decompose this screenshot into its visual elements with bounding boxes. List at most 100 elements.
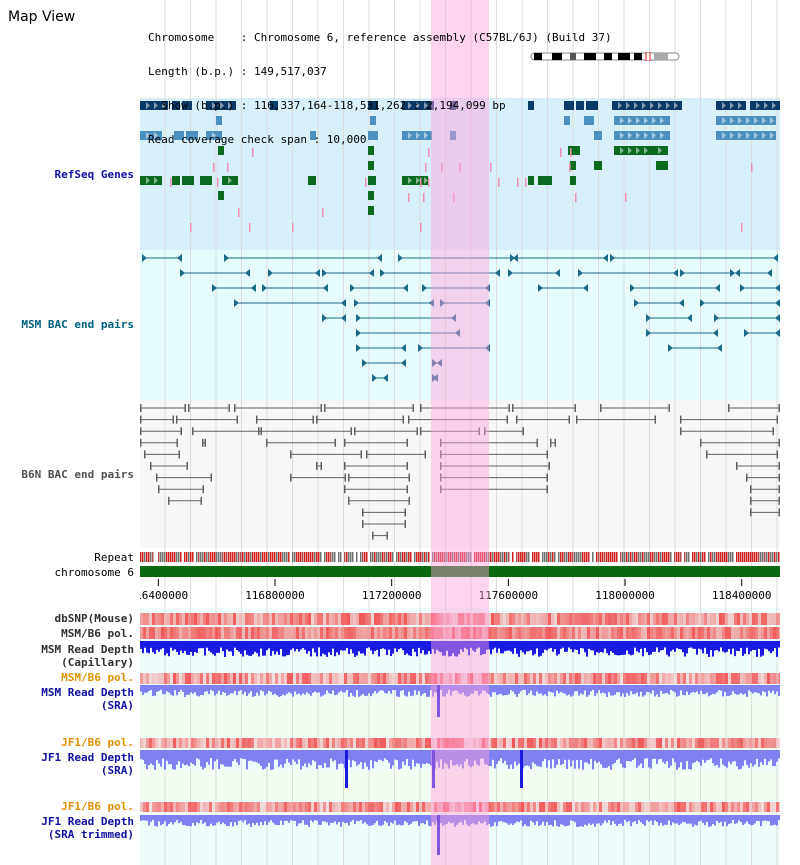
read-depth-bar <box>586 641 588 657</box>
read-depth-bar <box>688 641 690 648</box>
polymorphism-cell <box>662 738 665 748</box>
read-depth-bar <box>346 641 348 648</box>
polymorphism-cell <box>707 738 710 748</box>
read-depth-bar <box>298 641 300 652</box>
gene-feature <box>586 101 598 110</box>
polymorphism-cell <box>212 802 215 812</box>
polymorphism-cell <box>632 627 635 639</box>
read-depth-bar <box>606 685 608 697</box>
repeat-element <box>502 552 504 562</box>
polymorphism-cell <box>473 613 476 625</box>
polymorphism-cell <box>230 738 233 748</box>
polymorphism-cell <box>554 673 557 684</box>
read-depth-bar <box>506 815 508 824</box>
read-depth-bar <box>422 815 424 824</box>
read-depth-bar <box>740 750 742 769</box>
polymorphism-cell <box>323 673 326 684</box>
repeat-element <box>530 552 532 562</box>
read-depth-bar <box>386 815 388 823</box>
polymorphism-cell <box>248 802 251 812</box>
polymorphism-cell <box>419 627 422 639</box>
gene-strand-arrow <box>424 102 428 109</box>
read-depth-bar <box>558 641 560 655</box>
read-depth-bar <box>524 641 526 655</box>
read-depth-bar <box>748 685 750 691</box>
polymorphism-cell <box>755 802 758 812</box>
read-depth-bar <box>300 750 302 770</box>
read-depth-spike <box>437 685 440 717</box>
chromosome-ideogram[interactable] <box>530 52 680 61</box>
read-depth-bar <box>152 815 154 820</box>
read-depth-bar <box>462 641 464 652</box>
read-depth-bar <box>760 815 762 827</box>
read-depth-bar <box>318 685 320 693</box>
read-depth-bar <box>148 750 150 766</box>
read-depth-bar <box>330 641 332 655</box>
polymorphism-cell <box>179 802 182 812</box>
read-depth-bar <box>200 750 202 767</box>
read-depth-bar <box>208 815 210 827</box>
map-viewport[interactable]: 1164000001168000001172000001176000001180… <box>140 0 780 865</box>
read-depth-bar <box>532 815 534 823</box>
read-depth-bar <box>636 750 638 768</box>
polymorphism-cell <box>617 627 620 639</box>
polymorphism-cell <box>695 802 698 812</box>
read-depth-bar <box>198 815 200 824</box>
polymorphism-cell <box>668 738 671 748</box>
repeat-element <box>232 552 234 562</box>
genome-map[interactable]: 1164000001168000001172000001176000001180… <box>140 0 780 865</box>
msm-bac-end <box>485 344 490 352</box>
read-depth-bar <box>270 815 272 821</box>
polymorphism-cell <box>560 627 563 639</box>
read-depth-bar <box>642 685 644 697</box>
polymorphism-cell <box>689 627 692 639</box>
read-depth-bar <box>750 750 752 764</box>
read-depth-bar <box>304 815 306 825</box>
polymorphism-cell <box>728 738 731 748</box>
read-depth-bar <box>646 641 648 653</box>
polymorphism-cell <box>299 738 302 748</box>
read-depth-bar <box>168 750 170 765</box>
read-depth-bar <box>748 641 750 655</box>
read-depth-bar <box>678 685 680 696</box>
polymorphism-cell <box>635 673 638 684</box>
b6n-bac-end <box>186 462 188 470</box>
repeat-element <box>438 552 440 562</box>
polymorphism-cell <box>692 802 695 812</box>
read-depth-bar <box>296 685 298 695</box>
track-label-jf1-pol-2: JF1/B6 pol. <box>61 800 134 813</box>
polymorphism-cell <box>326 738 329 748</box>
read-depth-bar <box>184 750 186 766</box>
read-depth-bar <box>230 750 232 767</box>
polymorphism-cell <box>644 738 647 748</box>
gene-strand-arrow <box>746 132 750 139</box>
read-depth-bar <box>448 641 450 657</box>
read-depth-bar <box>562 685 564 693</box>
read-depth-bar <box>552 685 554 693</box>
read-depth-bar <box>598 641 600 653</box>
polymorphism-cell <box>686 738 689 748</box>
msm-bac-end <box>398 254 403 262</box>
repeat-element <box>364 552 366 562</box>
gene-feature <box>182 176 194 185</box>
repeat-element <box>290 552 292 562</box>
polymorphism-cell <box>707 673 710 684</box>
polymorphism-cell <box>380 673 383 684</box>
read-depth-bar <box>642 641 644 657</box>
read-depth-bar <box>236 750 238 763</box>
read-depth-bar <box>218 750 220 770</box>
polymorphism-cell <box>404 802 407 812</box>
repeat-element <box>168 552 170 562</box>
read-depth-bar <box>696 685 698 692</box>
transcript-tick <box>517 178 519 187</box>
read-depth-bar <box>254 750 256 762</box>
read-depth-bar <box>240 641 242 654</box>
polymorphism-cell <box>434 673 437 684</box>
repeat-element <box>644 552 646 562</box>
polymorphism-cell <box>215 802 218 812</box>
read-depth-bar <box>548 685 550 692</box>
read-depth-bar <box>418 750 420 764</box>
repeat-element <box>594 552 596 562</box>
read-depth-bar <box>146 685 148 693</box>
read-depth-bar <box>686 750 688 761</box>
